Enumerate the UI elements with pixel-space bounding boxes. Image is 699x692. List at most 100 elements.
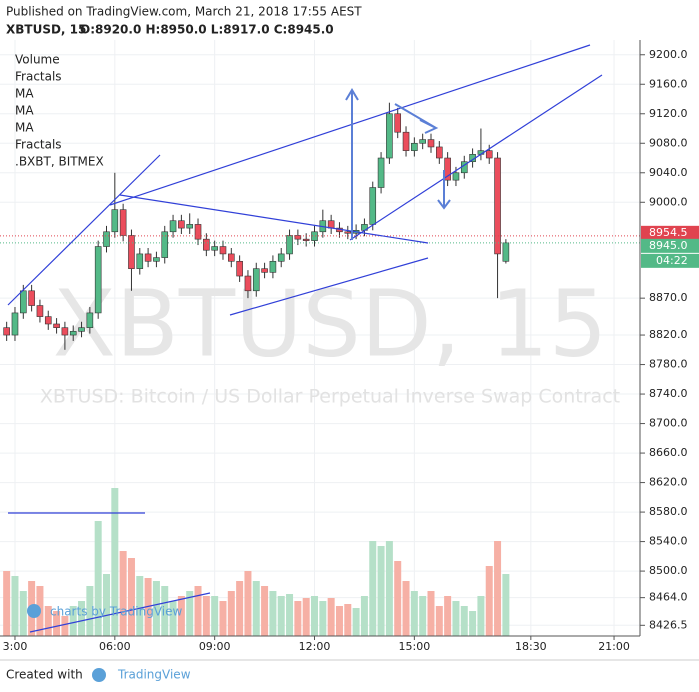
volume-bar [410,591,418,636]
candle-body [494,157,501,255]
candle-body [11,312,19,336]
legend-item: Fractals [15,138,62,152]
volume-bar [360,596,368,636]
legend: Volume Fractals MA MA MA Fractals .BXBT, BITME… [15,53,104,169]
candle-body [186,224,194,229]
y-tick-label: 8580.0 [649,505,688,518]
volume-bar [219,601,227,636]
volume-bar [194,586,202,636]
volume-bar [127,558,135,636]
ohlc: O:8920.0 H:8950.0 L:8917.0 C:8945.0 [80,23,334,37]
volume [3,488,510,636]
volume-bar [460,606,468,636]
axes: 9200.0 9160.0 9120.0 9080.0 9040.0 9000.0 8870… [3,48,699,653]
trend-line [29,592,211,633]
volume-bar [236,581,244,636]
candle-body [485,150,493,159]
y-tick-label: 8426.5 [649,618,688,631]
y-tick-label: 9080.0 [649,136,688,149]
volume-bar [485,566,493,636]
price-label: 8954.5 [649,226,688,239]
y-tick-label: 8660.0 [649,446,688,459]
candle-body [502,242,510,262]
candle-body [419,139,426,144]
volume-bar [311,596,319,636]
legend-item: MA [15,121,34,135]
y-tick-label: 8700.0 [649,417,688,430]
trend-line [109,44,591,206]
volume-bar [111,488,119,636]
candle-body [144,253,152,262]
legend-item: Fractals [15,70,62,84]
candle-body [411,142,418,151]
candle-body [136,253,144,269]
volume-bar [477,596,485,636]
x-tick-label: 15:00 [399,640,431,653]
volume-bar [186,591,194,636]
trend-line [349,74,603,241]
watermark-title: XBTUSD, 15 [53,270,607,377]
y-tick-label: 9200.0 [649,48,688,61]
volume-bar [269,591,277,636]
volume-bar [385,541,393,636]
y-tick-label: 8464.0 [649,591,688,604]
y-tick-label: 8870.0 [649,291,688,304]
trend-line [229,257,429,316]
candle-body [78,327,85,332]
x-tick-label: 06:00 [99,640,131,653]
candle-body [277,253,285,262]
candle-body [94,246,102,314]
candle-body [161,231,169,258]
drawings [7,44,603,633]
volume-bar [469,611,477,636]
y-tick-label: 8820.0 [649,328,688,341]
volume-bar [177,596,185,636]
volume-bar [3,571,11,636]
volume-bar [136,576,144,636]
published: Published on TradingView.com, March 21, … [6,5,362,19]
volume-bar [286,594,294,636]
volume-bar [61,616,69,636]
trend-line [119,194,429,244]
candle-body [44,316,52,325]
volume-bar [352,608,360,636]
y-tick-label: 9120.0 [649,107,688,120]
legend-item: .BXBT, BITMEX [15,155,104,169]
volume-bar [252,581,260,636]
candles [0,102,640,350]
candle-body [311,231,318,241]
candle-body [103,231,110,247]
volume-bar [11,576,19,636]
volume-bar [44,606,52,636]
y-tick-label: 9040.0 [649,166,688,179]
volume-bar [444,596,452,636]
volume-bar [169,601,177,636]
footer-brand[interactable]: TradingView [117,668,191,682]
arrow [437,170,451,210]
candle-body [269,260,277,273]
volume-bar [369,541,377,636]
candle-body [69,331,77,336]
candle-body [402,131,410,151]
footer-created: Created with [6,668,83,682]
price-axis-bg [640,40,699,660]
candle-body [236,260,243,277]
candle-body [194,224,202,240]
volume-bar [335,606,343,636]
volume-bar [402,581,410,636]
candle-body [203,238,210,251]
volume-bar [19,591,27,636]
volume-bar [227,591,235,636]
volume-bar [152,581,160,636]
x-tick-label: 12:00 [299,640,331,653]
candle-body [111,209,119,233]
candle-body [178,220,185,229]
legend-item: Volume [15,53,60,67]
candle-body [3,327,10,336]
volume-bar [86,586,94,636]
candle-body [169,220,177,233]
candle-body [436,146,443,159]
price-label: 8945.0 [649,239,688,252]
volume-bar [419,596,427,636]
volume-bar [119,551,127,636]
